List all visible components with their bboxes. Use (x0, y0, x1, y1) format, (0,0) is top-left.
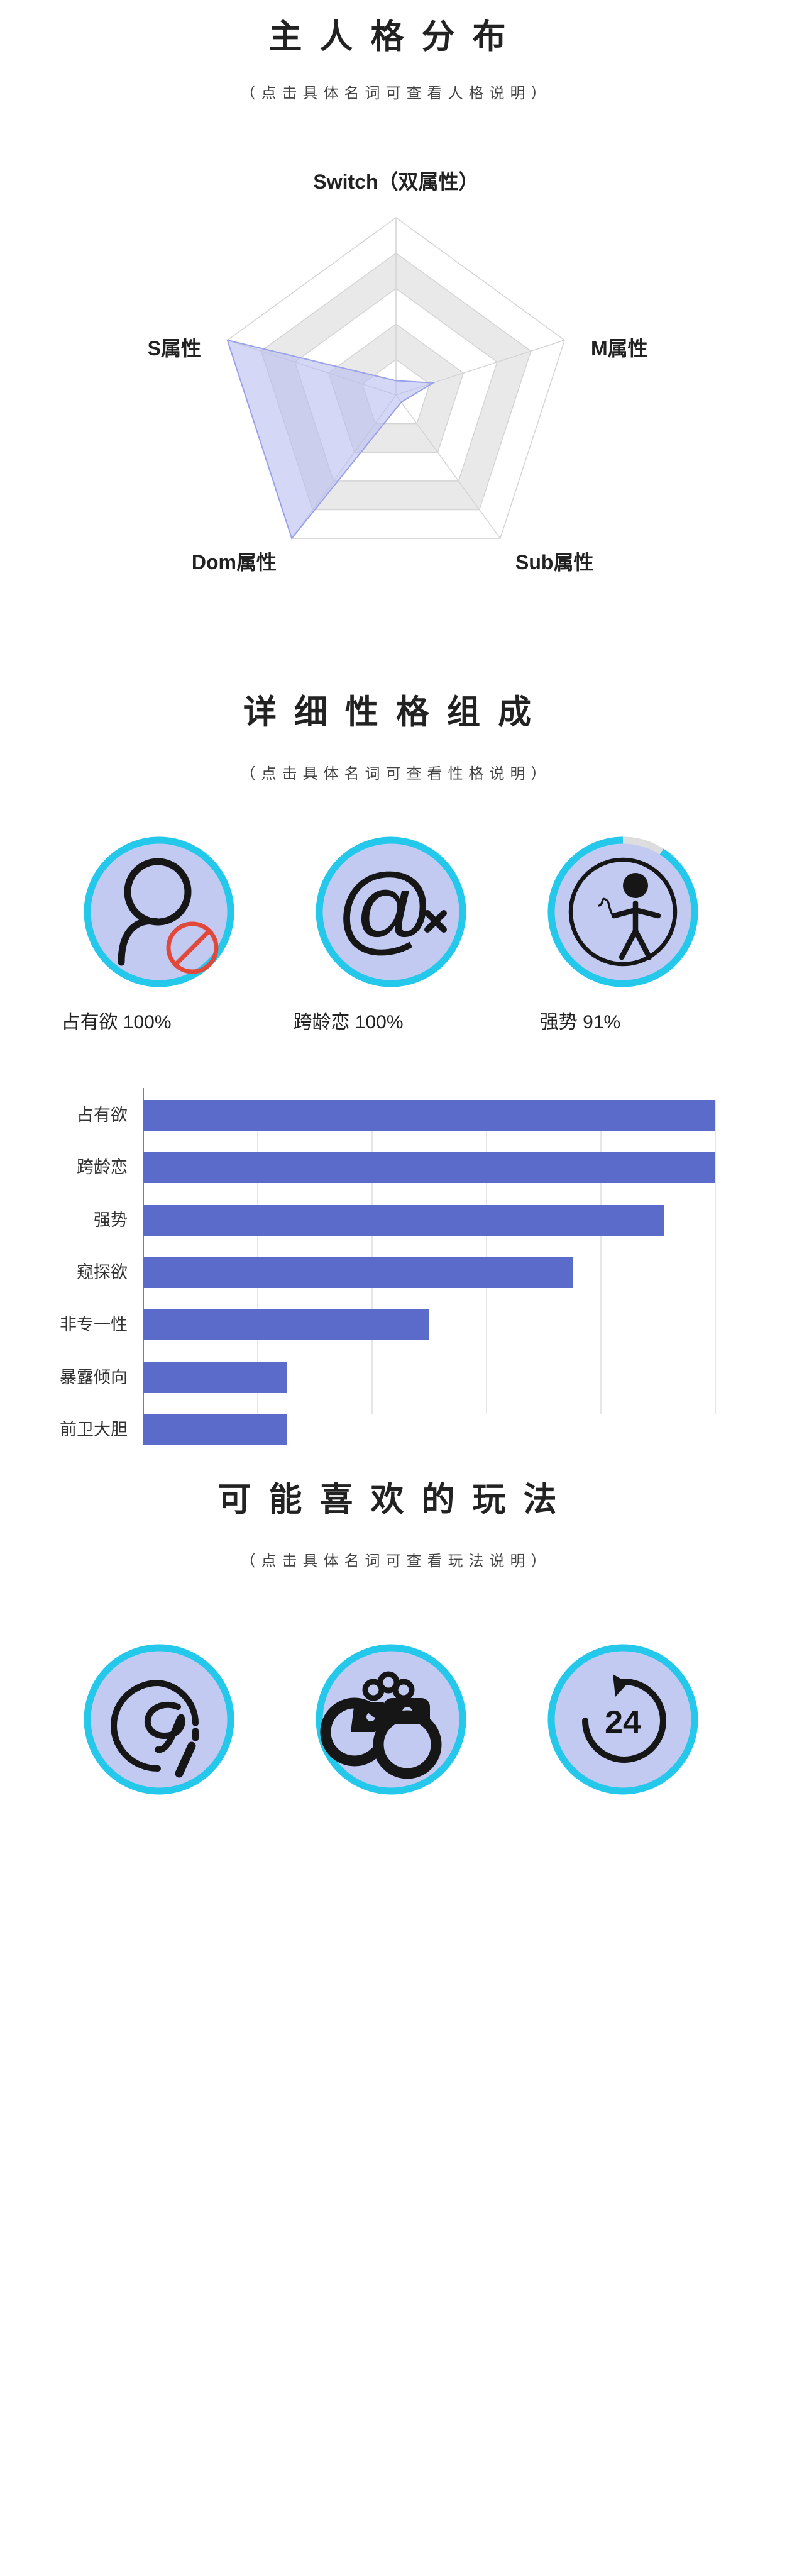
svg-text:M属性: M属性 (591, 337, 648, 360)
svg-text:Dom属性: Dom属性 (192, 551, 277, 574)
svg-text:@: @ (336, 854, 434, 963)
svg-text:24: 24 (605, 1704, 641, 1741)
svg-text:S属性: S属性 (148, 337, 201, 360)
svg-text:Sub属性: Sub属性 (515, 551, 593, 574)
svg-text:Switch（双属性）: Switch（双属性） (313, 170, 478, 193)
